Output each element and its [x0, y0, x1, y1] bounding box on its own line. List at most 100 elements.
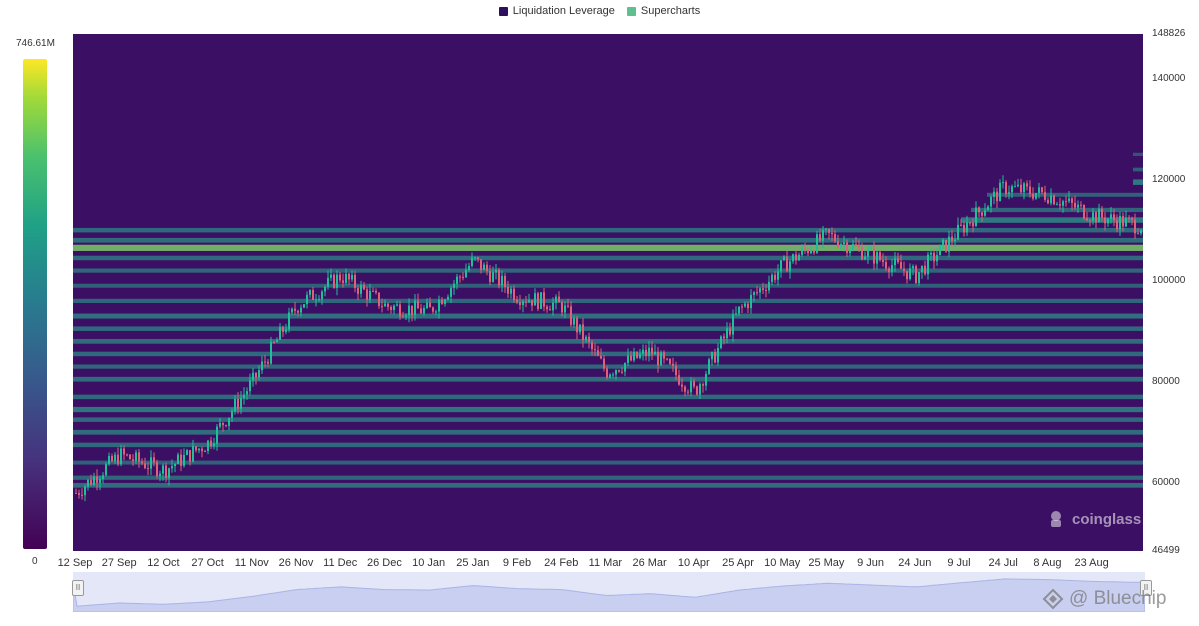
candle-body [402, 316, 404, 318]
candle-body [501, 275, 503, 286]
candle-body [435, 311, 437, 313]
candle-body [555, 296, 557, 303]
candle-body [627, 355, 629, 363]
candle-body [996, 191, 998, 202]
candle-body [1116, 220, 1118, 230]
candle-body [714, 352, 716, 363]
candle-body [210, 440, 212, 446]
candle-body [960, 224, 962, 226]
candle-body [633, 351, 635, 361]
candle-body [852, 244, 854, 250]
candle-body [1056, 204, 1058, 206]
candle-body [873, 248, 875, 264]
candle-body [354, 274, 356, 289]
candle-body [723, 336, 725, 339]
candle-body [357, 288, 359, 294]
liquidation-band [73, 442, 1143, 448]
candle-body [1050, 195, 1052, 204]
candle-body [141, 461, 143, 464]
candle-body [360, 284, 362, 294]
candle-body [663, 352, 665, 359]
legend-item-supercharts[interactable]: Supercharts [626, 5, 700, 17]
candle-body [228, 417, 230, 426]
candle-body [93, 476, 95, 485]
colorbar-max-label: 746.61M [16, 38, 55, 49]
candle-body [513, 288, 515, 300]
navigator-right-handle[interactable]: II [1140, 580, 1152, 596]
candle-body [846, 242, 848, 253]
candle-body [411, 305, 413, 315]
candle-body [942, 239, 944, 245]
candle-body [267, 361, 269, 364]
plot-background [73, 34, 1143, 551]
liquidation-band [73, 326, 1143, 331]
candle-body [900, 262, 902, 269]
candle-body [201, 448, 203, 452]
candle-body [588, 336, 590, 343]
y-tick-label: 60000 [1152, 476, 1180, 488]
navigator-left-handle[interactable]: II [72, 580, 84, 596]
candle-body [1119, 215, 1121, 230]
candle-body [159, 473, 161, 477]
candle-body [885, 261, 887, 269]
candle-body [258, 370, 260, 378]
candle-body [603, 358, 605, 369]
candle-body [543, 292, 545, 307]
candle-body [912, 266, 914, 269]
candle-body [906, 270, 908, 280]
candle-body [432, 307, 434, 312]
candle-body [660, 352, 662, 366]
liquidation-band [73, 351, 1143, 357]
candle-body [777, 271, 779, 280]
candle-body [828, 228, 830, 233]
liquidation-band [73, 268, 1143, 273]
candle-body [861, 247, 863, 260]
candle-body [672, 363, 674, 366]
candle-body [441, 299, 443, 305]
candle-body [126, 454, 128, 456]
candle-body [837, 241, 839, 248]
candle-body [84, 486, 86, 496]
candle-body [270, 341, 272, 364]
candle-body [348, 273, 350, 280]
candle-body [504, 275, 506, 287]
candle-body [312, 289, 314, 300]
candle-body [1071, 198, 1073, 203]
x-tick-label: 27 Oct [191, 557, 224, 569]
candle-body [1137, 233, 1139, 235]
candle-body [849, 249, 851, 253]
candle-body [486, 264, 488, 272]
candle-body [834, 234, 836, 242]
candle-body [843, 242, 845, 245]
candle-body [135, 452, 137, 461]
candle-body [381, 306, 383, 308]
candle-body [675, 365, 677, 376]
candle-body [681, 384, 683, 387]
candle-body [579, 324, 581, 333]
candle-body [390, 306, 392, 310]
candle-body [684, 386, 686, 392]
liquidation-band [1133, 152, 1143, 157]
candle-body [372, 290, 374, 292]
candle-body [243, 394, 245, 398]
liquidation-band [971, 207, 1143, 213]
x-tick-label: 10 Apr [677, 557, 710, 569]
candle-body [741, 306, 743, 308]
candle-body [342, 280, 344, 283]
candle-body [417, 300, 419, 309]
x-tick-label: 24 Jun [898, 557, 932, 569]
candle-body [333, 274, 335, 288]
candle-body [711, 352, 713, 360]
price-candles [75, 175, 1142, 502]
candle-body [465, 270, 467, 278]
candle-body [378, 292, 380, 307]
candle-body [969, 222, 971, 224]
candle-body [474, 257, 476, 259]
candle-body [936, 255, 938, 262]
range-navigator[interactable] [72, 572, 1146, 613]
candle-body [1131, 217, 1133, 220]
liquidation-band [73, 227, 1143, 233]
legend-item-liquidation-leverage[interactable]: Liquidation Leverage [498, 5, 615, 17]
candle-body [153, 457, 155, 463]
